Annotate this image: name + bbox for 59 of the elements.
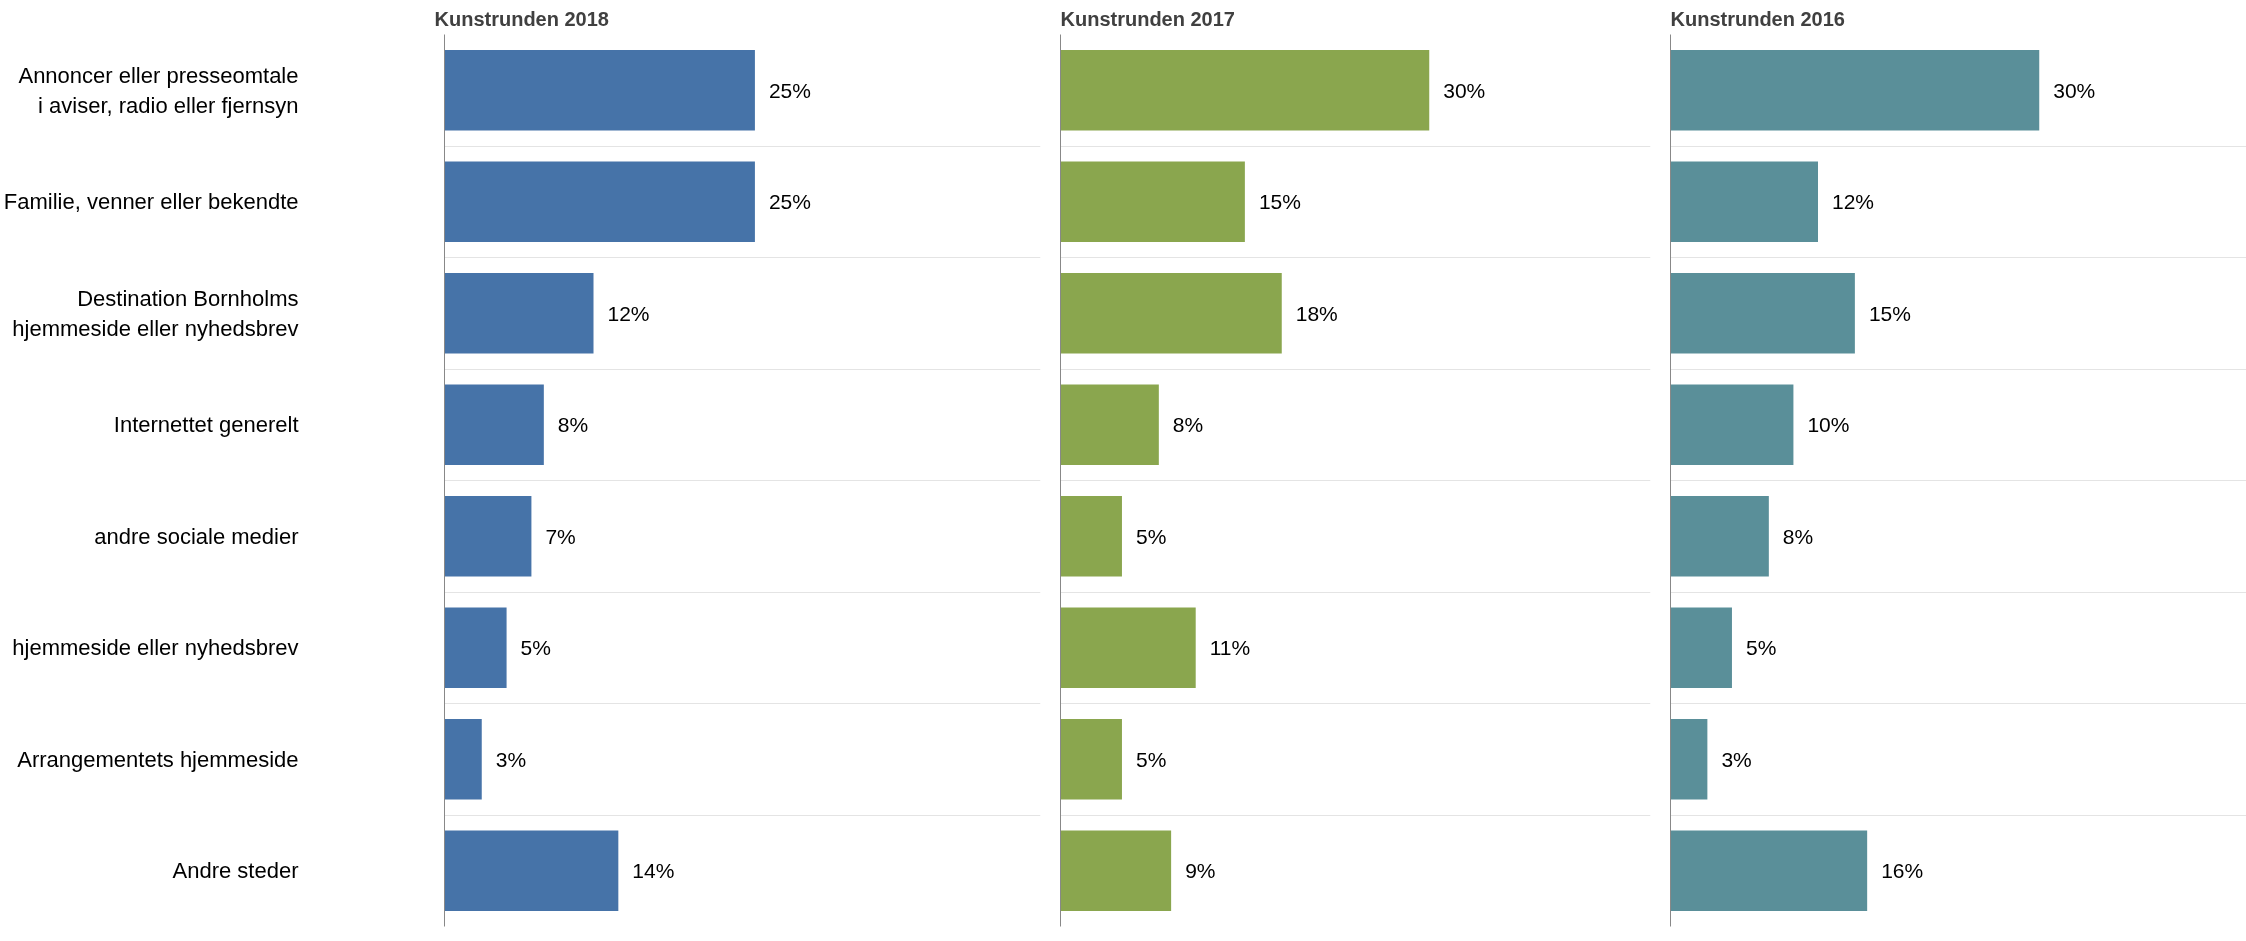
data-label: 25% [768,190,811,214]
bar [444,273,594,354]
y-tick-label: andre sociale medier [94,523,299,549]
bar [1670,607,1732,688]
data-label: 9% [1185,859,1216,883]
data-label: 25% [768,78,811,102]
data-label: 12% [607,301,650,325]
bar [444,830,619,911]
bar [444,161,755,242]
bar [1670,830,1868,911]
bar [444,50,755,131]
data-label: 3% [1721,747,1752,771]
bar [1060,50,1430,131]
bar [1670,50,2040,131]
bar [1060,384,1159,465]
data-label: 12% [1832,190,1875,214]
bar [1670,273,1855,354]
data-label: 3% [495,747,527,771]
y-tick-label: Internettet generelt [113,412,299,438]
data-label: 5% [1135,747,1167,771]
data-label: 8% [557,413,589,437]
y-tick-label: Andre steder [172,858,299,884]
data-label: 5% [1745,636,1777,660]
data-label: 18% [1295,301,1338,325]
bar [1060,161,1245,242]
data-label: 5% [1135,524,1167,548]
data-label: 7% [545,524,576,548]
data-label: 16% [1881,859,1924,883]
bar [1060,607,1196,688]
bar [1060,496,1122,577]
chart-title: Kunstrunden 2016 [1670,7,1845,30]
y-tick-label: hjemmeside eller nyhedsbrev [12,635,299,661]
bar [444,384,544,465]
chart-title: Kunstrunden 2018 [434,7,609,30]
bar [444,496,532,577]
data-label: 30% [1443,78,1486,102]
bar [1060,273,1282,354]
data-label: 30% [2053,78,2096,102]
data-label: 8% [1782,524,1814,548]
data-label: 10% [1807,413,1850,437]
y-tick-label: Annoncer eller presseomtale i aviser, radio eller fjernsyn [18,62,299,118]
bar [1670,384,1794,465]
bar [1670,496,1769,577]
data-label: 11% [1209,636,1251,660]
bar [444,607,507,688]
data-label: 15% [1868,301,1911,325]
y-tick-label: Arrangementets hjemmeside [17,746,299,772]
y-tick-label: Familie, venner eller bekendte [3,189,299,215]
bar [1670,719,1708,800]
data-label: 5% [520,636,551,660]
data-label: 15% [1258,190,1301,214]
bar [1670,161,1818,242]
chart-title: Kunstrunden 2017 [1060,7,1235,30]
bar [1060,830,1172,911]
data-label: 8% [1172,413,1204,437]
y-tick-label: Destination Bornholms hjemmeside eller nyhedsbrev [12,285,299,341]
bar [444,719,482,800]
data-label: 14% [632,859,675,883]
bar [1060,719,1122,800]
